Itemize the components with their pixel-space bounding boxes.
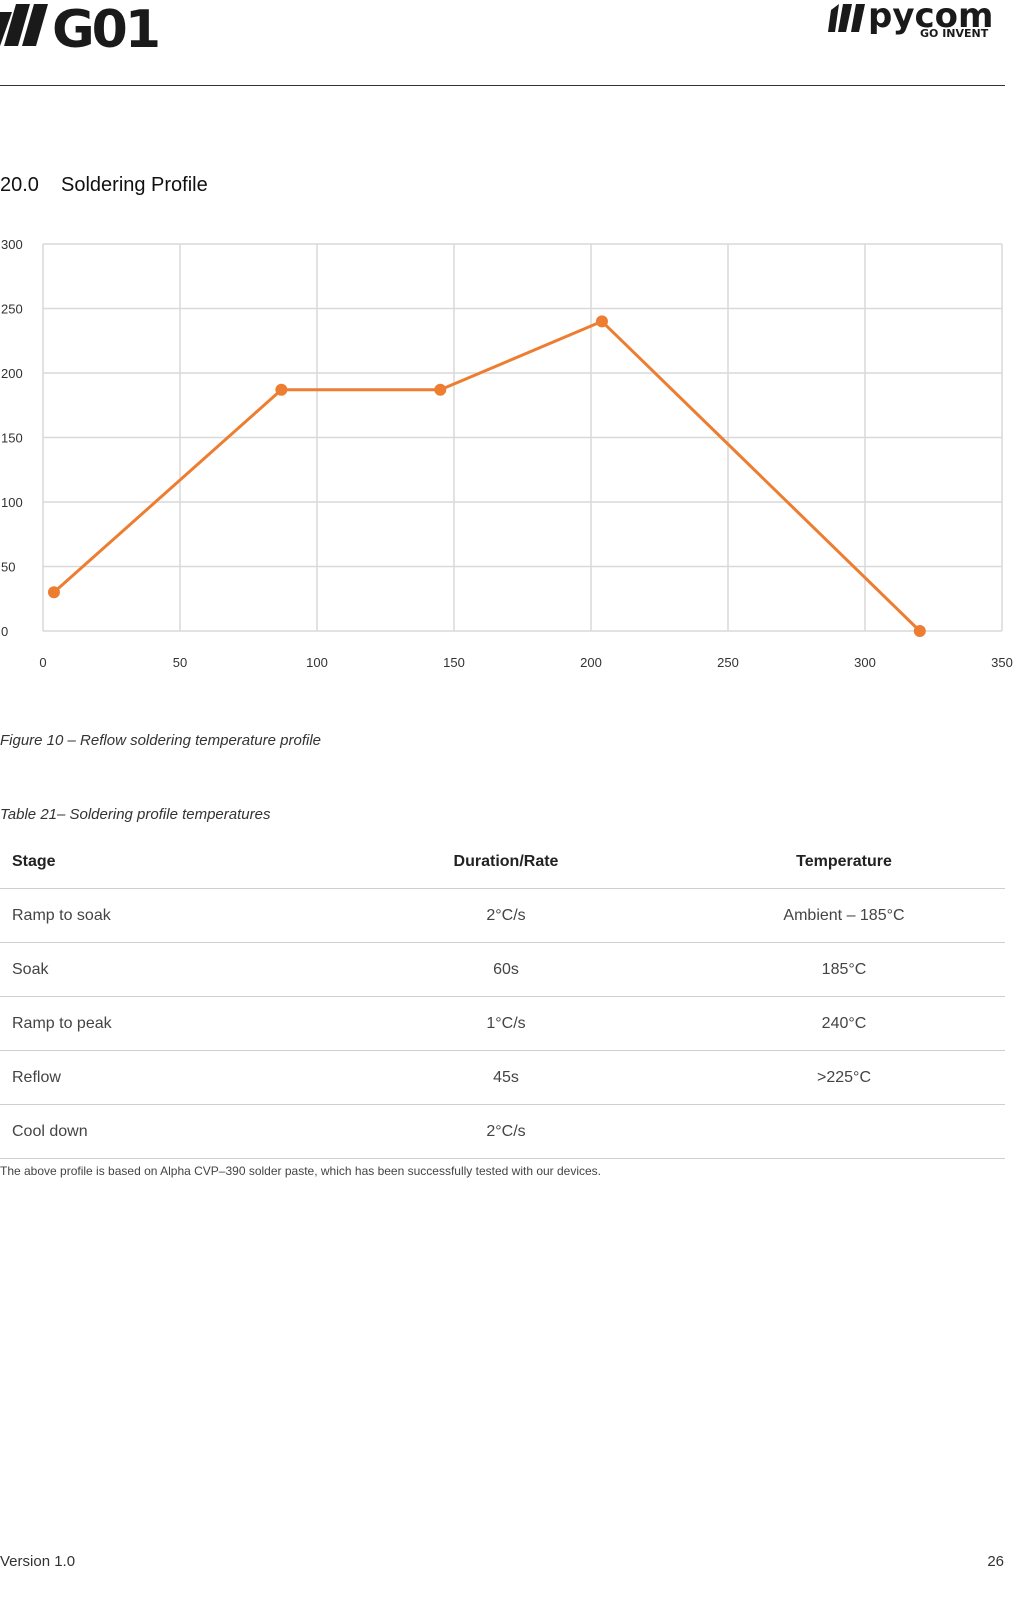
data-point bbox=[434, 383, 447, 396]
x-tick-label: 150 bbox=[443, 655, 465, 670]
data-point bbox=[913, 625, 926, 637]
cell-duration-rate: 60s bbox=[329, 942, 683, 997]
cell-stage: Ramp to soak bbox=[0, 888, 329, 943]
cell-duration-rate: 2°C/s bbox=[329, 888, 683, 943]
table-header-row: Stage Duration/Rate Temperature bbox=[0, 835, 1005, 889]
table-row: Ramp to soak 2°C/s Ambient – 185°C bbox=[0, 888, 1005, 943]
x-tick-label: 200 bbox=[580, 655, 602, 670]
y-tick-label: 0 bbox=[1, 624, 8, 639]
y-tick-label: 200 bbox=[1, 366, 23, 381]
pycom-logo-text: pycom bbox=[868, 0, 993, 36]
x-tick-label: 100 bbox=[306, 655, 328, 670]
cell-stage: Cool down bbox=[0, 1104, 329, 1159]
g01-logo-text: G01 bbox=[52, 0, 158, 50]
cell-duration-rate: 2°C/s bbox=[329, 1104, 683, 1159]
figure-caption: Figure 10 – Reflow soldering temperature… bbox=[0, 732, 321, 749]
soldering-profile-table: Stage Duration/Rate Temperature Ramp to … bbox=[0, 835, 1005, 1159]
table-row: Soak 60s 185°C bbox=[0, 942, 1005, 997]
cell-temperature: 240°C bbox=[683, 996, 1005, 1051]
cell-duration-rate: 45s bbox=[329, 1050, 683, 1105]
header-rule bbox=[0, 85, 1005, 86]
footer-version: Version 1.0 bbox=[0, 1553, 76, 1570]
section-title: Soldering Profile bbox=[61, 174, 208, 196]
x-tick-label: 250 bbox=[717, 655, 739, 670]
data-point bbox=[47, 586, 60, 599]
pycom-logo-tagline: GO INVENT bbox=[920, 27, 989, 40]
table-row: Cool down 2°C/s bbox=[0, 1104, 1005, 1159]
cell-duration-rate: 1°C/s bbox=[329, 996, 683, 1051]
section-heading: 20.0 Soldering Profile bbox=[0, 174, 208, 197]
footer-page-number: 26 bbox=[987, 1553, 1004, 1570]
section-number: 20.0 bbox=[0, 174, 39, 196]
header-stage: Stage bbox=[0, 835, 329, 889]
y-tick-label: 250 bbox=[1, 302, 23, 317]
header-duration-rate: Duration/Rate bbox=[329, 835, 683, 889]
cell-temperature: 185°C bbox=[683, 942, 1005, 997]
data-point bbox=[595, 315, 608, 328]
y-tick-label: 300 bbox=[1, 237, 23, 252]
cell-stage: Ramp to peak bbox=[0, 996, 329, 1051]
y-tick-label: 50 bbox=[1, 560, 15, 575]
cell-stage: Reflow bbox=[0, 1050, 329, 1105]
pycom-logo: pycom GO INVENT bbox=[828, 0, 993, 40]
g01-logo: G01 bbox=[0, 0, 161, 50]
y-tick-label: 100 bbox=[1, 495, 23, 510]
x-tick-label: 350 bbox=[991, 655, 1013, 670]
data-point bbox=[275, 383, 288, 396]
reflow-profile-chart: 0 50 100 150 200 250 300 0 50 100 150 200 250 300 350 bbox=[1, 237, 1013, 670]
table-caption: Table 21– Soldering profile temperatures bbox=[0, 806, 271, 823]
x-tick-label: 50 bbox=[173, 655, 187, 670]
x-tick-label: 0 bbox=[39, 655, 46, 670]
header-temperature: Temperature bbox=[683, 835, 1005, 889]
cell-stage: Soak bbox=[0, 942, 329, 997]
solder-paste-note: The above profile is based on Alpha CVP–… bbox=[0, 1164, 602, 1178]
cell-temperature: >225°C bbox=[683, 1050, 1005, 1105]
y-tick-label: 150 bbox=[1, 431, 23, 446]
cell-temperature bbox=[683, 1104, 1005, 1159]
table-row: Ramp to peak 1°C/s 240°C bbox=[0, 996, 1005, 1051]
x-tick-label: 300 bbox=[854, 655, 876, 670]
cell-temperature: Ambient – 185°C bbox=[683, 888, 1005, 943]
table-row: Reflow 45s >225°C bbox=[0, 1050, 1005, 1105]
series-line bbox=[52, 319, 921, 633]
